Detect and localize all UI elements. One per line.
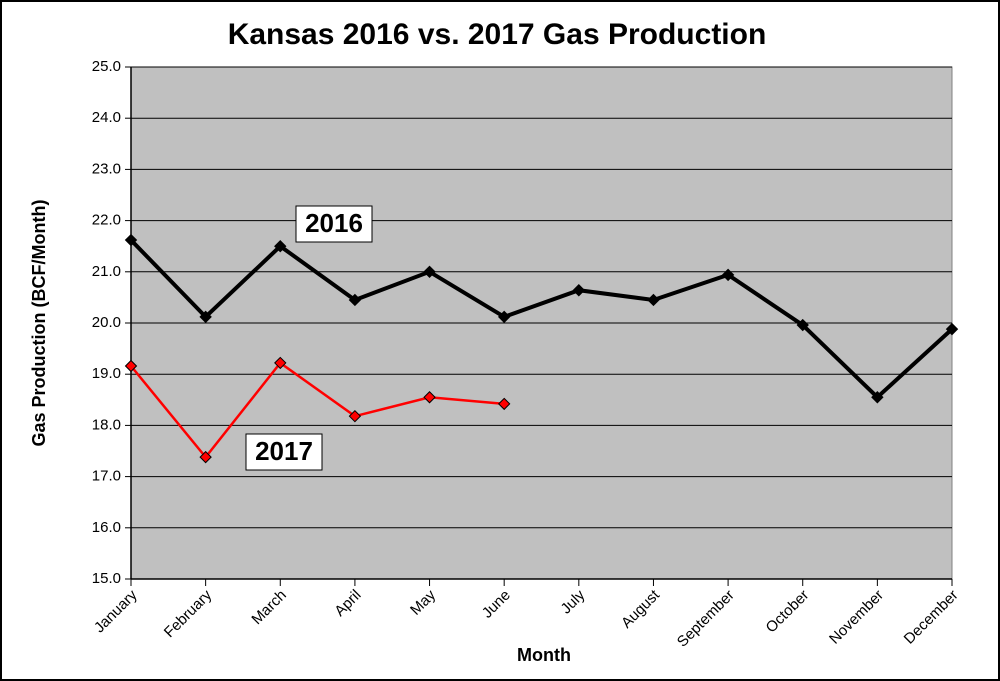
data-point <box>348 409 362 423</box>
y-tick-label: 16.0 <box>92 519 121 536</box>
x-axis-label: Month <box>517 645 571 665</box>
y-tick-label: 25.0 <box>92 58 121 75</box>
data-point <box>945 322 959 336</box>
data-point <box>124 233 138 247</box>
data-point <box>572 284 586 297</box>
data-point <box>423 391 436 404</box>
y-tick-label: 23.0 <box>92 160 121 177</box>
data-point <box>796 318 809 332</box>
series-label-box <box>295 205 373 243</box>
data-point <box>124 359 138 373</box>
data-point <box>274 239 287 253</box>
y-tick-label: 17.0 <box>92 468 121 485</box>
y-tick-label: 15.0 <box>92 570 121 587</box>
series-label-box <box>245 433 323 471</box>
data-point <box>497 397 511 411</box>
data-point <box>721 268 735 282</box>
data-point <box>274 356 287 370</box>
series-line <box>130 361 505 460</box>
y-tick-label: 20.0 <box>92 314 121 331</box>
data-point <box>199 450 212 464</box>
data-point <box>647 293 660 307</box>
data-point <box>423 265 436 279</box>
y-axis-label: Gas Production (BCF/Month) <box>29 200 49 447</box>
y-tick-label: 18.0 <box>92 416 121 433</box>
chart-title: Kansas 2016 vs. 2017 Gas Production <box>228 18 767 51</box>
data-point <box>497 310 511 324</box>
y-tick-label: 24.0 <box>92 109 121 126</box>
series-line <box>129 238 954 400</box>
data-point <box>871 391 884 404</box>
data-point <box>199 310 212 324</box>
y-tick-label: 22.0 <box>92 212 121 229</box>
series-label: 2017 <box>255 436 313 466</box>
y-tick-label: 19.0 <box>92 365 121 382</box>
y-tick-label: 21.0 <box>92 263 121 280</box>
series-label: 2016 <box>305 208 363 238</box>
data-point <box>348 293 362 307</box>
